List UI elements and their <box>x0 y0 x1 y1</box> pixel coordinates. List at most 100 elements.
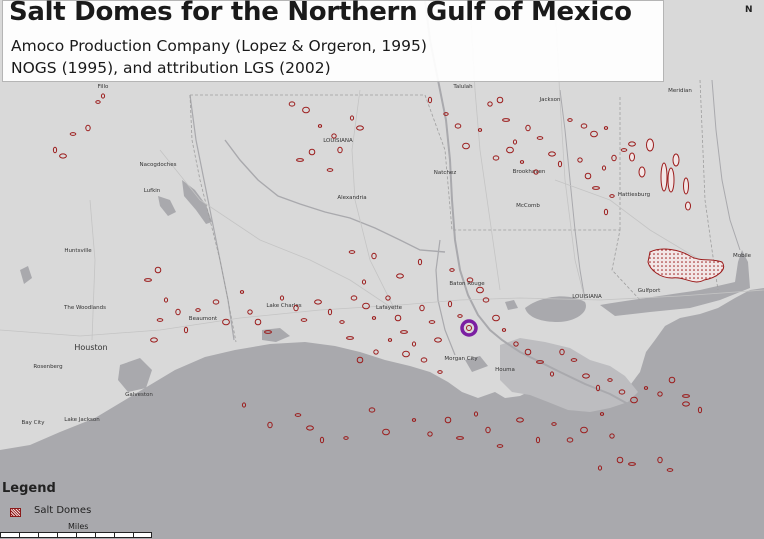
salt-dome <box>382 428 390 436</box>
salt-dome <box>52 146 58 154</box>
salt-dome <box>264 330 272 334</box>
salt-dome <box>447 300 453 308</box>
salt-dome <box>643 386 649 390</box>
place-label: Bay City <box>22 420 46 426</box>
place-label: Huntsville <box>64 248 92 254</box>
salt-dome <box>350 295 358 301</box>
place-label: Nacogdoches <box>140 162 177 168</box>
place-label: Gulfport <box>638 288 661 294</box>
salt-dome <box>485 426 491 434</box>
scale-bar <box>0 532 152 538</box>
salt-dome <box>317 124 323 128</box>
salt-dome <box>590 130 598 138</box>
salt-dome <box>434 337 442 343</box>
salt-dome <box>492 314 500 322</box>
salt-dome <box>419 304 425 312</box>
salt-dome <box>371 252 377 260</box>
salt-dome <box>456 436 464 440</box>
red-river <box>224 139 446 253</box>
map-title: Salt Domes for the Northern Gulf of Mexi… <box>9 0 632 27</box>
salt-dome <box>348 250 356 254</box>
salt-dome <box>427 96 433 104</box>
place-label: Houston <box>74 343 107 352</box>
place-label: Lake Jackson <box>64 417 100 423</box>
highlighted-dome-center <box>466 325 472 331</box>
place-label: Talulah <box>452 84 473 90</box>
salt-dome <box>222 318 230 326</box>
scale-unit-label: Miles <box>68 522 89 531</box>
place-label: Hattiesburg <box>618 192 650 198</box>
toledo-bend <box>182 180 212 224</box>
place-label: Baton Rouge <box>449 281 485 287</box>
salt-dome <box>331 133 337 139</box>
salt-dome <box>387 338 393 342</box>
salt-dome-swatch-icon <box>10 508 21 517</box>
lake-pontchartrain <box>525 296 586 322</box>
salt-dome <box>570 358 578 362</box>
salt-dome <box>239 290 245 294</box>
map-subtitle-line1: Amoco Production Company (Lopez & Orgero… <box>11 37 427 55</box>
salt-dome <box>657 391 663 397</box>
salt-dome <box>519 160 525 164</box>
salt-dome <box>267 421 273 429</box>
place-label: Lufkin <box>144 188 161 194</box>
salt-dome <box>195 308 201 312</box>
salt-dome <box>356 125 364 131</box>
salt-dome <box>69 132 77 136</box>
salt-dome <box>599 412 605 416</box>
salt-dome <box>437 370 443 374</box>
salt-dome <box>506 146 514 154</box>
salt-dome <box>296 158 304 162</box>
salt-dome <box>682 401 690 407</box>
salt-dome <box>473 411 479 417</box>
salt-dome <box>466 277 474 283</box>
atchafalaya-river <box>435 239 456 356</box>
salt-dome <box>443 112 449 116</box>
place-label: Alexandria <box>337 195 366 201</box>
salt-dome <box>402 350 410 358</box>
salt-dome <box>411 418 417 422</box>
salt-dome <box>559 348 565 356</box>
lake-conroe <box>20 266 32 284</box>
salt-dome <box>417 258 423 266</box>
lake-maurepas <box>505 300 518 310</box>
salt-dome <box>339 320 345 324</box>
place-label: Natchez <box>434 170 457 176</box>
place-label: Lafayette <box>376 305 403 311</box>
salt-dome <box>156 318 164 322</box>
salt-dome <box>59 153 67 159</box>
salt-dome <box>551 422 557 426</box>
salt-dome <box>536 136 544 140</box>
salt-dome <box>513 341 519 347</box>
salt-dome <box>343 436 349 440</box>
salt-dome <box>394 314 402 322</box>
delta-fringe <box>500 338 638 412</box>
place-label: Mobile <box>733 253 752 259</box>
salt-dome <box>592 186 600 190</box>
place-label: Galveston <box>125 392 153 398</box>
salt-dome <box>314 299 322 305</box>
salt-dome <box>620 148 628 152</box>
salt-domes-layer <box>52 93 703 472</box>
salt-dome <box>454 123 462 129</box>
salt-dome <box>682 394 690 398</box>
highlighted-dome-ring[interactable] <box>460 319 478 337</box>
salt-dome <box>630 396 638 404</box>
salt-dome <box>411 341 417 347</box>
salt-dome <box>175 308 181 316</box>
salt-dome <box>482 297 490 303</box>
salt-dome <box>516 417 524 423</box>
salt-dome <box>254 318 262 326</box>
salt-dome <box>580 123 588 129</box>
salt-dome <box>496 444 504 448</box>
galveston-bay <box>118 358 152 392</box>
place-label: Beaumont <box>189 316 218 322</box>
salt-dome <box>457 314 463 318</box>
place-label: Morgan City <box>444 356 478 362</box>
salt-dome <box>595 384 601 392</box>
salt-dome <box>611 154 617 162</box>
salt-dome <box>628 141 636 147</box>
place-label: The Woodlands <box>63 305 106 311</box>
